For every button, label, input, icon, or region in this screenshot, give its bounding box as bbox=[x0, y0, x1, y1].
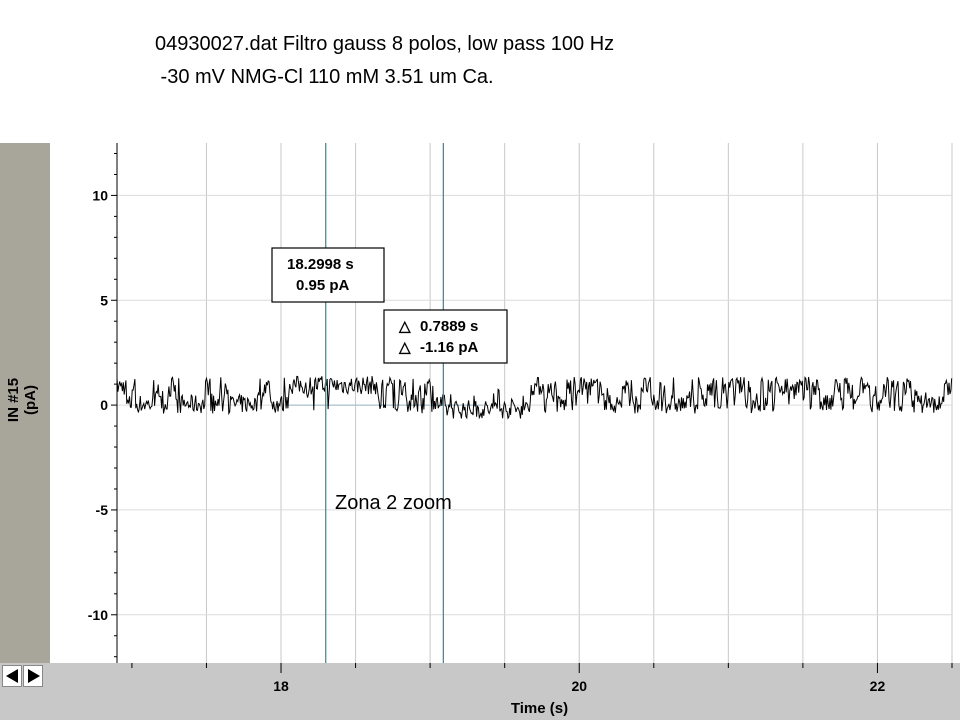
x-axis-strip bbox=[0, 663, 960, 720]
y-tick-label: 0 bbox=[100, 397, 108, 413]
delta-symbol-time: △ bbox=[398, 318, 411, 335]
arrow-right-icon bbox=[28, 669, 40, 683]
cursor-readout-box: 18.2998 s 0.95 pA bbox=[271, 247, 385, 303]
slide-title-line1: 04930027.dat Filtro gauss 8 polos, low p… bbox=[155, 33, 615, 55]
scroll-right-button[interactable] bbox=[23, 665, 43, 687]
cursor1-value-readout: 0.95 pA bbox=[296, 277, 350, 294]
delta-symbol-value: △ bbox=[398, 339, 411, 356]
y-tick-label: -5 bbox=[96, 502, 109, 518]
slide-title-line2: -30 mV NMG-Cl 110 mM 3.51 um Ca. bbox=[155, 66, 494, 88]
arrow-left-icon bbox=[6, 669, 18, 683]
zoom-annotation: Zona 2 zoom bbox=[335, 492, 452, 514]
delta-readout-box-frame bbox=[383, 309, 508, 364]
y-axis-panel bbox=[0, 143, 50, 663]
delta-readout-box: △△ bbox=[383, 309, 508, 364]
y-tick-label: 5 bbox=[100, 292, 108, 308]
current-trace bbox=[116, 375, 953, 420]
scroll-left-button[interactable] bbox=[2, 665, 22, 687]
y-tick-label: -10 bbox=[88, 607, 108, 623]
cursor-readout-box-frame bbox=[271, 247, 385, 303]
cursor1-time-readout: 18.2998 s bbox=[287, 256, 354, 273]
x-axis-label: Time (s) bbox=[511, 700, 568, 717]
x-tick-label: 18 bbox=[273, 678, 289, 694]
delta-value-readout: -1.16 pA bbox=[420, 339, 479, 356]
y-tick-label: 10 bbox=[92, 187, 108, 203]
x-tick-label: 20 bbox=[571, 678, 587, 694]
delta-time-readout: 0.7889 s bbox=[420, 318, 478, 335]
plot-area bbox=[50, 143, 952, 663]
x-tick-label: 22 bbox=[870, 678, 886, 694]
